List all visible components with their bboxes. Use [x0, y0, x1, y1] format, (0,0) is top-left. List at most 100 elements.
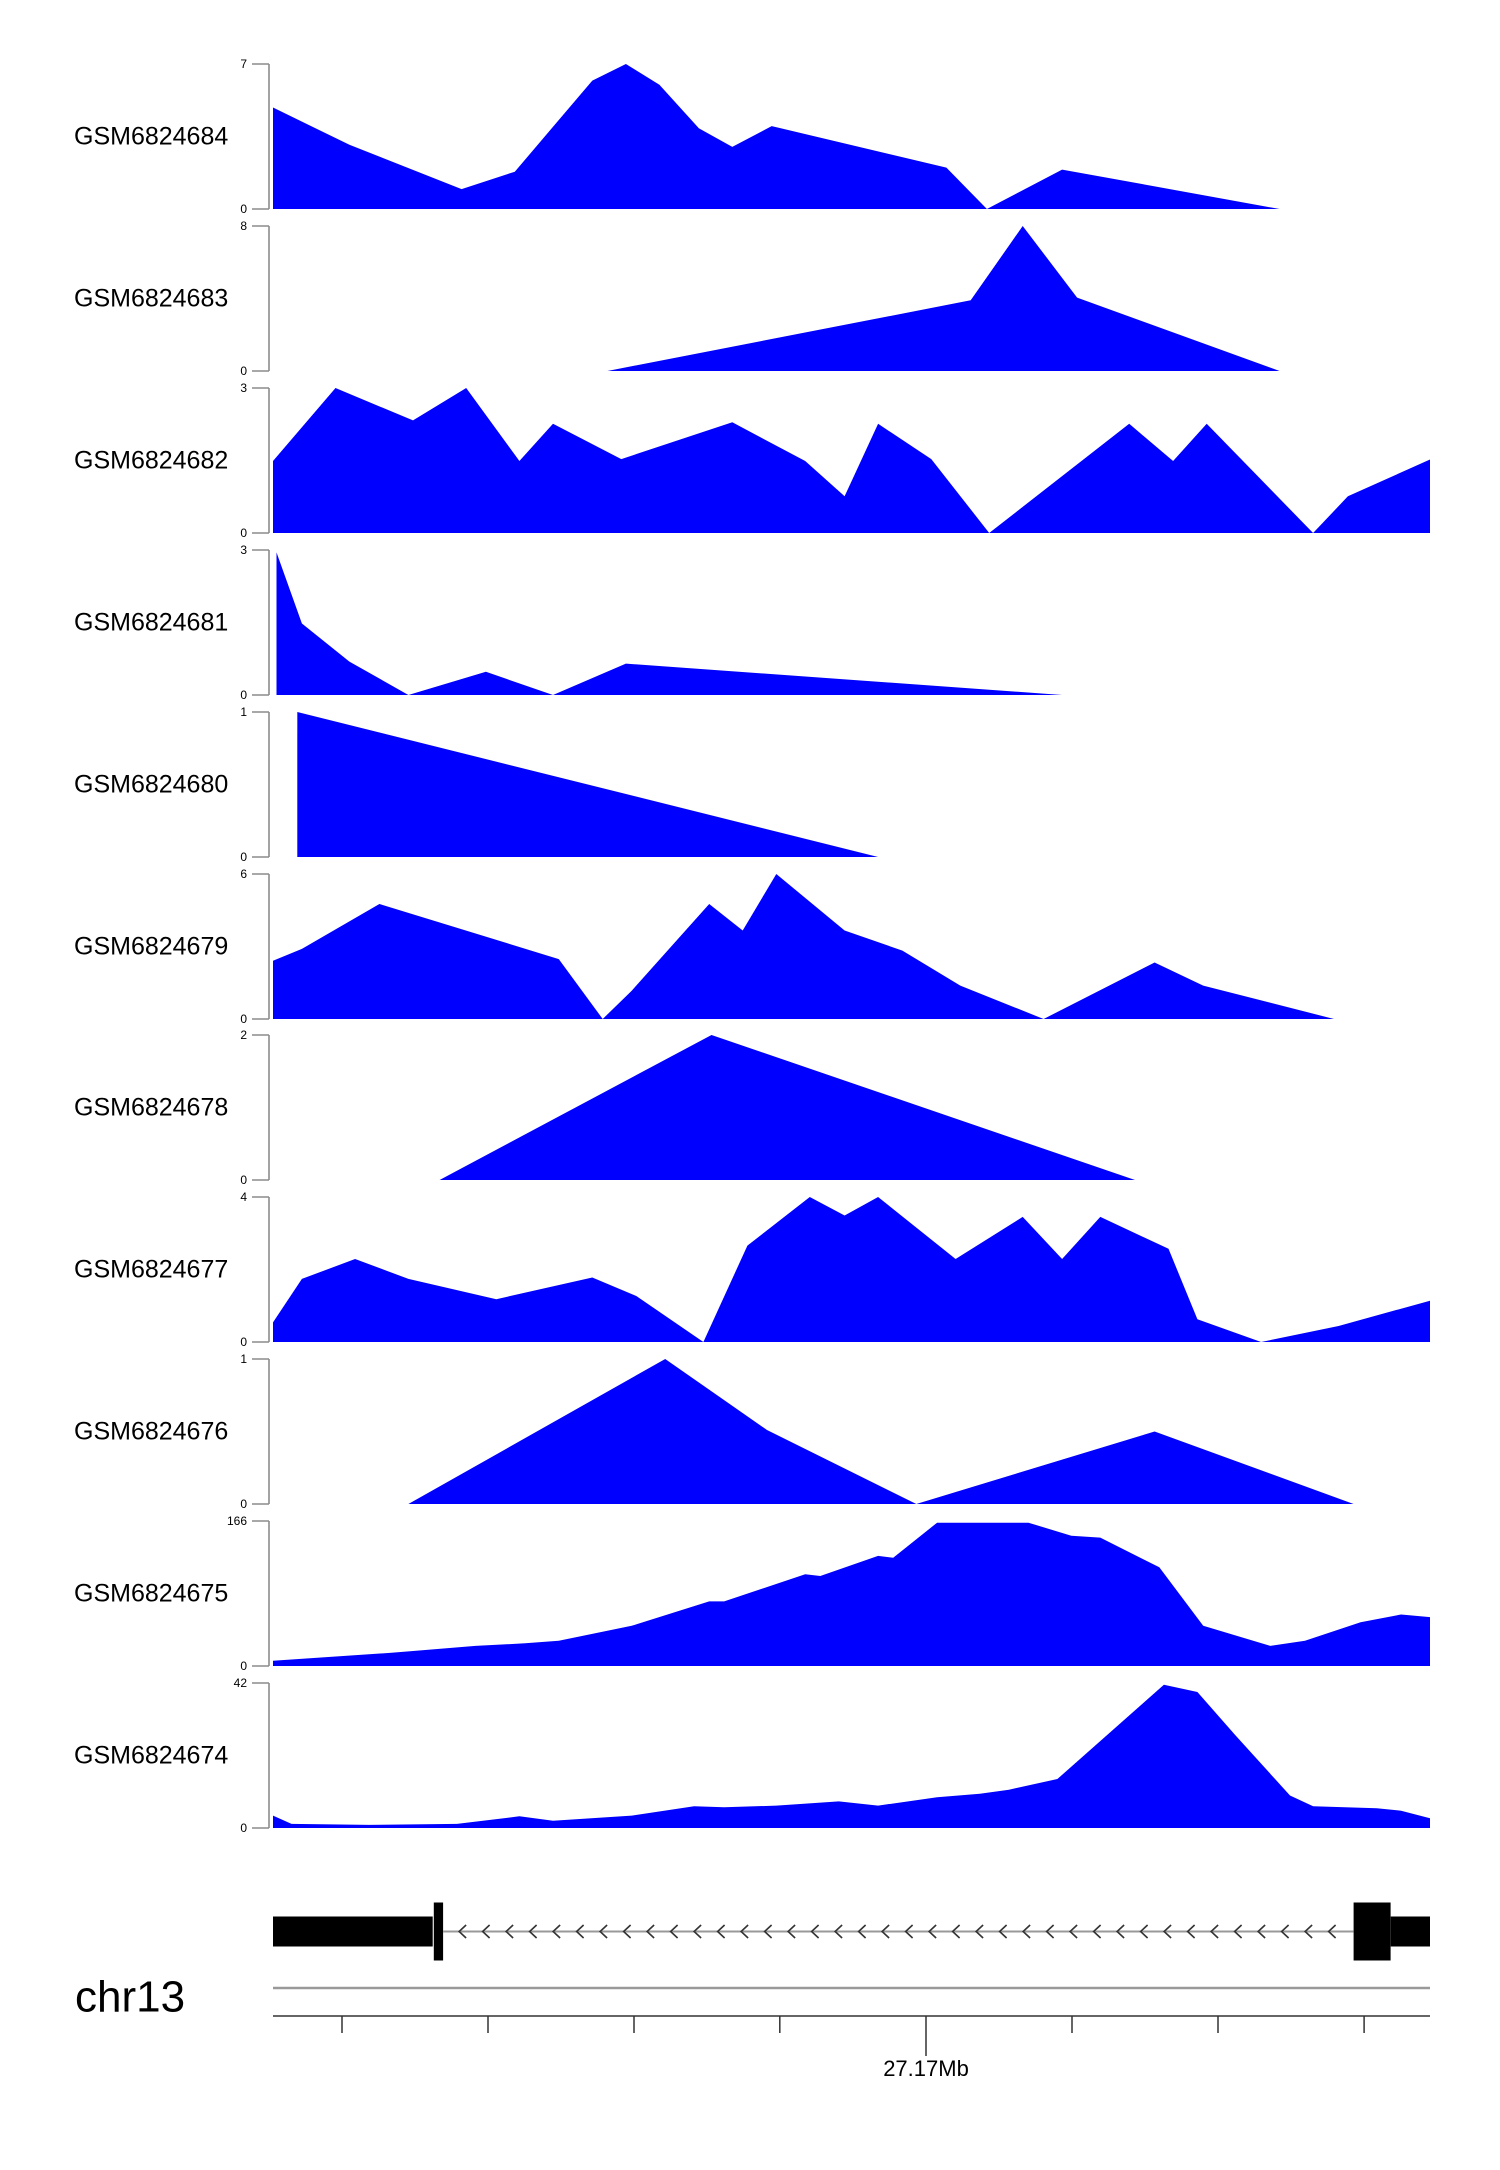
track-label: GSM6824676	[74, 1418, 228, 1446]
y-axis-max-label: 8	[240, 219, 247, 233]
strand-arrow-left-icon	[1092, 1924, 1102, 1939]
signal-area	[297, 712, 879, 857]
y-axis-max-label: 1	[240, 1352, 247, 1366]
strand-arrow-left-icon	[1209, 1924, 1219, 1939]
signal-area	[273, 1197, 1430, 1342]
strand-arrow-left-icon	[1327, 1924, 1337, 1939]
strand-arrow-left-icon	[1280, 1924, 1290, 1939]
y-axis-zero-label: 0	[240, 1659, 247, 1673]
track-label: GSM6824684	[74, 123, 228, 151]
chromosome-label: chr13	[75, 1973, 185, 2022]
track-label: GSM6824677	[74, 1256, 228, 1284]
strand-arrow-left-icon	[645, 1924, 655, 1939]
track-label: GSM6824675	[74, 1580, 228, 1608]
signal-area	[273, 874, 1334, 1019]
gene-exon	[1353, 1902, 1391, 1961]
strand-arrow-left-icon	[1303, 1924, 1313, 1939]
strand-arrow-left-icon	[481, 1924, 491, 1939]
y-axis-max-label: 2	[240, 1028, 247, 1042]
strand-arrow-left-icon	[1256, 1924, 1266, 1939]
strand-arrow-left-icon	[716, 1924, 726, 1939]
strand-arrow-left-icon	[833, 1924, 843, 1939]
y-axis-max-label: 4	[240, 1190, 247, 1204]
signal-area	[273, 1522, 1430, 1666]
y-axis-max-label: 3	[240, 543, 247, 557]
axis-tick-label: 27.17Mb	[883, 2056, 969, 2081]
strand-arrow-left-icon	[457, 1924, 467, 1939]
track-label: GSM6824679	[74, 933, 228, 961]
strand-arrow-left-icon	[951, 1924, 961, 1939]
strand-arrow-left-icon	[880, 1924, 890, 1939]
y-axis-zero-label: 0	[240, 1821, 247, 1835]
track-row: GSM6824683 8 0	[74, 219, 1280, 378]
signal-area	[273, 388, 1430, 533]
track-row: GSM6824677 4 0	[74, 1190, 1430, 1349]
y-axis-max-label: 6	[240, 867, 247, 881]
signal-area	[607, 226, 1280, 371]
strand-arrow-left-icon	[669, 1924, 679, 1939]
strand-arrow-left-icon	[598, 1924, 608, 1939]
strand-arrow-left-icon	[692, 1924, 702, 1939]
y-axis-zero-label: 0	[240, 202, 247, 216]
signal-area	[273, 64, 1280, 209]
track-label: GSM6824682	[74, 447, 228, 475]
gene-exon	[433, 1902, 444, 1961]
strand-arrow-left-icon	[763, 1924, 773, 1939]
track-row: GSM6824675 166 0	[74, 1514, 1430, 1673]
signal-area	[408, 1359, 1354, 1504]
strand-arrow-left-icon	[1068, 1924, 1078, 1939]
track-label: GSM6824681	[74, 609, 228, 637]
track-label: GSM6824678	[74, 1094, 228, 1122]
track-label: GSM6824683	[74, 285, 228, 313]
coverage-tracks-group: GSM682468470GSM682468380GSM682468230GSM6…	[74, 57, 1430, 1835]
strand-arrow-left-icon	[904, 1924, 914, 1939]
strand-arrow-left-icon	[810, 1924, 820, 1939]
gene-model-group	[273, 1902, 1430, 1961]
strand-arrow-left-icon	[739, 1924, 749, 1939]
y-axis-zero-label: 0	[240, 1497, 247, 1511]
signal-area	[273, 1684, 1430, 1828]
strand-arrow-left-icon	[1233, 1924, 1243, 1939]
y-axis-zero-label: 0	[240, 364, 247, 378]
y-axis-max-label: 3	[240, 381, 247, 395]
strand-arrow-left-icon	[1139, 1924, 1149, 1939]
track-label: GSM6824674	[74, 1742, 228, 1770]
track-row: GSM6824682 3 0	[74, 381, 1430, 540]
strand-arrow-left-icon	[974, 1924, 984, 1939]
gene-exon	[1390, 1916, 1430, 1947]
track-row: GSM6824676 1 0	[74, 1352, 1354, 1511]
strand-arrow-left-icon	[575, 1924, 585, 1939]
genome-axis-group: chr13 27.17Mb	[75, 1973, 1430, 2081]
strand-arrow-left-icon	[528, 1924, 538, 1939]
y-axis-zero-label: 0	[240, 850, 247, 864]
strand-arrow-left-icon	[927, 1924, 937, 1939]
strand-arrow-left-icon	[1162, 1924, 1172, 1939]
strand-arrow-left-icon	[1186, 1924, 1196, 1939]
y-axis-zero-label: 0	[240, 1335, 247, 1349]
strand-arrow-left-icon	[551, 1924, 561, 1939]
gene-exon	[273, 1916, 433, 1947]
track-row: GSM6824679 6 0	[74, 867, 1334, 1026]
y-axis-zero-label: 0	[240, 1173, 247, 1187]
track-row: GSM6824681 3 0	[74, 543, 1063, 702]
strand-arrow-left-icon	[998, 1924, 1008, 1939]
strand-arrow-left-icon	[504, 1924, 514, 1939]
y-axis-max-label: 7	[240, 57, 247, 71]
track-row: GSM6824674 42 0	[74, 1676, 1430, 1835]
strand-arrow-left-icon	[1115, 1924, 1125, 1939]
strand-arrow-left-icon	[1021, 1924, 1031, 1939]
strand-arrow-left-icon	[622, 1924, 632, 1939]
track-row: GSM6824680 1 0	[74, 705, 879, 864]
strand-arrow-left-icon	[1045, 1924, 1055, 1939]
y-axis-zero-label: 0	[240, 1012, 247, 1026]
y-axis-max-label: 1	[240, 705, 247, 719]
strand-arrow-left-icon	[857, 1924, 867, 1939]
track-row: GSM6824684 7 0	[74, 57, 1280, 216]
track-row: GSM6824678 2 0	[74, 1028, 1136, 1187]
y-axis-zero-label: 0	[240, 688, 247, 702]
y-axis-max-label: 42	[234, 1676, 248, 1690]
y-axis-max-label: 166	[227, 1514, 247, 1528]
track-label: GSM6824680	[74, 771, 228, 799]
